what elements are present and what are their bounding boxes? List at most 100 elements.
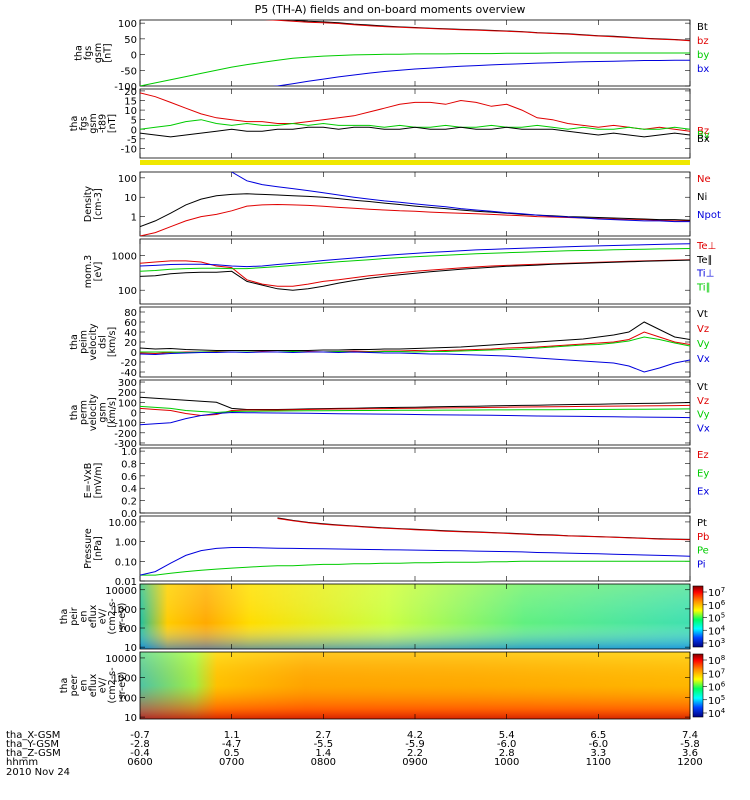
- series-line-Vx: [140, 351, 690, 373]
- legend-label-Ti∥: Ti∥: [696, 282, 711, 293]
- time-value: 0800: [311, 757, 336, 768]
- y-gsm-value: -6.0: [589, 739, 609, 750]
- time-value: 1200: [677, 757, 702, 768]
- panel-frame: [139, 447, 691, 514]
- legend-label-Ex: Ex: [697, 487, 709, 498]
- legend-label-Ni: Ni: [697, 192, 707, 203]
- y-axis-label: tha: [69, 116, 80, 132]
- spectrogram-shading: [140, 584, 690, 649]
- legend-label-Pt: Pt: [697, 518, 707, 529]
- series-line-Vy: [140, 405, 690, 414]
- y-axis-label: eV/: [98, 677, 109, 693]
- y-tick-label: 1: [131, 213, 137, 224]
- legend-label-Pe: Pe: [697, 546, 709, 557]
- series-line-Pe: [140, 560, 690, 576]
- legend-label-Bz: Bz: [697, 126, 709, 137]
- z-gsm-value: 1.4: [315, 748, 331, 759]
- y-axis-label: velocity: [88, 323, 99, 361]
- legend-label-Pb: Pb: [697, 532, 709, 543]
- y-axis-label: [km/s]: [107, 327, 118, 357]
- y-axis-label: tha: [59, 609, 70, 625]
- y-tick-label: 100: [118, 693, 137, 704]
- series-line-Pi: [140, 547, 690, 576]
- legend-label-Vx: Vx: [697, 354, 710, 365]
- y-gsm-value: -5.9: [405, 739, 425, 750]
- y-axis-label: Pressure: [83, 528, 94, 569]
- x-row-label: 2010 Nov 24: [6, 767, 70, 778]
- legend-label-Bx: Bx: [697, 134, 710, 145]
- y-tick-label: 10.00: [108, 518, 137, 529]
- colorbar-tick-label: 107: [708, 667, 725, 680]
- y-axis-label: [eV]: [93, 262, 104, 282]
- legend-label-Pi: Pi: [697, 559, 706, 570]
- y-tick-label: 200: [118, 388, 137, 399]
- y-tick-label: 10: [124, 193, 137, 204]
- y-axis-label: eflux: [88, 604, 99, 628]
- y-axis-label: [nT]: [107, 114, 118, 133]
- x-row-label: tha_Y-GSM: [6, 739, 59, 750]
- legend-label-Vy: Vy: [697, 339, 710, 350]
- y-tick-label: -20: [121, 358, 137, 369]
- y-tick-label: 10000: [105, 586, 137, 597]
- y-axis-label: velocity: [88, 394, 99, 432]
- legend-label-Te∥: Te∥: [696, 255, 713, 266]
- colorbar-tick-label: 107: [708, 586, 725, 599]
- series-line-Ti∥: [140, 248, 690, 272]
- y-tick-label: 50: [124, 35, 137, 46]
- y-tick-label: 300: [118, 378, 137, 389]
- y-tick-label: -100: [114, 419, 137, 430]
- time-value: 0900: [402, 757, 427, 768]
- x-gsm-value: 1.1: [224, 730, 240, 741]
- z-gsm-value: 0.5: [224, 748, 240, 759]
- panel-4: 1000 100 mom.3[eV] Te⊥ Te∥ Ti⊥ Ti∥: [83, 238, 716, 305]
- y-gsm-value: -5.8: [680, 739, 700, 750]
- x-gsm-value: 2.7: [315, 730, 331, 741]
- y-tick-label: 20: [124, 338, 137, 349]
- y-axis-label: gsm: [88, 113, 99, 133]
- series-line-Ni: [140, 193, 690, 228]
- legend-label-Vt: Vt: [697, 382, 708, 393]
- y-tick-label: 1000: [112, 252, 137, 263]
- y-tick-label: 10: [124, 713, 137, 724]
- status-bar: [140, 160, 690, 165]
- series-line-Vt: [140, 396, 690, 410]
- y-axis-label: gsm: [98, 402, 109, 422]
- series-line-Pt: [277, 517, 690, 540]
- series-line-by: [140, 52, 690, 86]
- y-axis-label: (cm2-s-: [107, 598, 118, 634]
- y-axis-label: tha: [69, 405, 80, 421]
- y-tick-label: -50: [121, 66, 137, 77]
- panel-8: 10.00 1.00 0.10 0.01 Pressure[nPa] Pt Pb Pe Pi: [83, 515, 709, 588]
- y-axis-label: eV/: [98, 608, 109, 624]
- y-axis-label: fgs: [83, 46, 94, 60]
- legend-label-Bt: Bt: [697, 22, 708, 33]
- time-value: 0700: [219, 757, 244, 768]
- y-tick-label: 100: [118, 19, 137, 30]
- y-axis-label: peir: [69, 607, 80, 626]
- y-tick-label: 0.0: [121, 509, 137, 520]
- y-tick-label: 1.0: [121, 447, 137, 458]
- panels: 100500-50-100thafgsgsm[nT]Btbzbybx201510…: [59, 19, 726, 724]
- legend-label-Ti⊥: Ti⊥: [696, 269, 714, 280]
- y-axis-label: sr-eV): [117, 603, 128, 631]
- legend-label-Ez: Ez: [697, 450, 709, 461]
- series-line-Vt: [140, 321, 690, 351]
- y-axis-label: peim: [78, 330, 89, 354]
- x-gsm-value: 7.4: [682, 730, 698, 741]
- y-axis-label: dsl: [98, 335, 109, 349]
- panel-frame: [139, 88, 691, 159]
- series-line-Vz: [140, 404, 690, 417]
- y-tick-label: 15: [124, 97, 137, 108]
- y-axis-label: mom.3: [83, 255, 94, 288]
- legend-label-bx: bx: [697, 64, 709, 75]
- colorbar-tick-label: 105: [708, 612, 725, 625]
- panel-3: 100 10 1 Density[cm-3] Ne Ni Npot: [83, 171, 721, 237]
- x-row-label: tha_Z-GSM: [6, 748, 61, 759]
- y-tick-label: 100: [118, 624, 137, 635]
- legend-label-Ey: Ey: [697, 468, 709, 479]
